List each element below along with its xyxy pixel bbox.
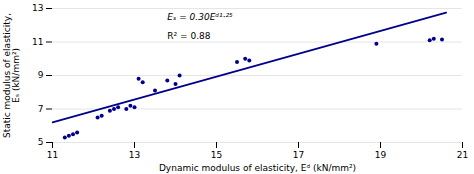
svg-text:11: 11 <box>32 37 43 47</box>
svg-text:Dynamic modulus of elasticity,: Dynamic modulus of elasticity, Eᵈ (kN/mm… <box>159 163 356 173</box>
svg-text:21: 21 <box>457 150 468 160</box>
svg-text:R² = 0.88: R² = 0.88 <box>167 31 210 41</box>
svg-text:11: 11 <box>47 150 58 160</box>
svg-text:19: 19 <box>375 150 387 160</box>
svg-text:Static modulus of elasticity,E: Static modulus of elasticity,Eₛ (kN/mm²) <box>2 13 21 138</box>
svg-text:7: 7 <box>38 104 44 114</box>
svg-text:17: 17 <box>293 150 304 160</box>
svg-text:15: 15 <box>211 150 222 160</box>
svg-text:13: 13 <box>32 3 43 13</box>
svg-text:13: 13 <box>129 150 140 160</box>
svg-text:Eₛ = 0.30Eᵈ¹·²⁵: Eₛ = 0.30Eᵈ¹·²⁵ <box>167 12 233 22</box>
svg-text:9: 9 <box>38 70 44 80</box>
svg-text:5: 5 <box>38 137 44 147</box>
